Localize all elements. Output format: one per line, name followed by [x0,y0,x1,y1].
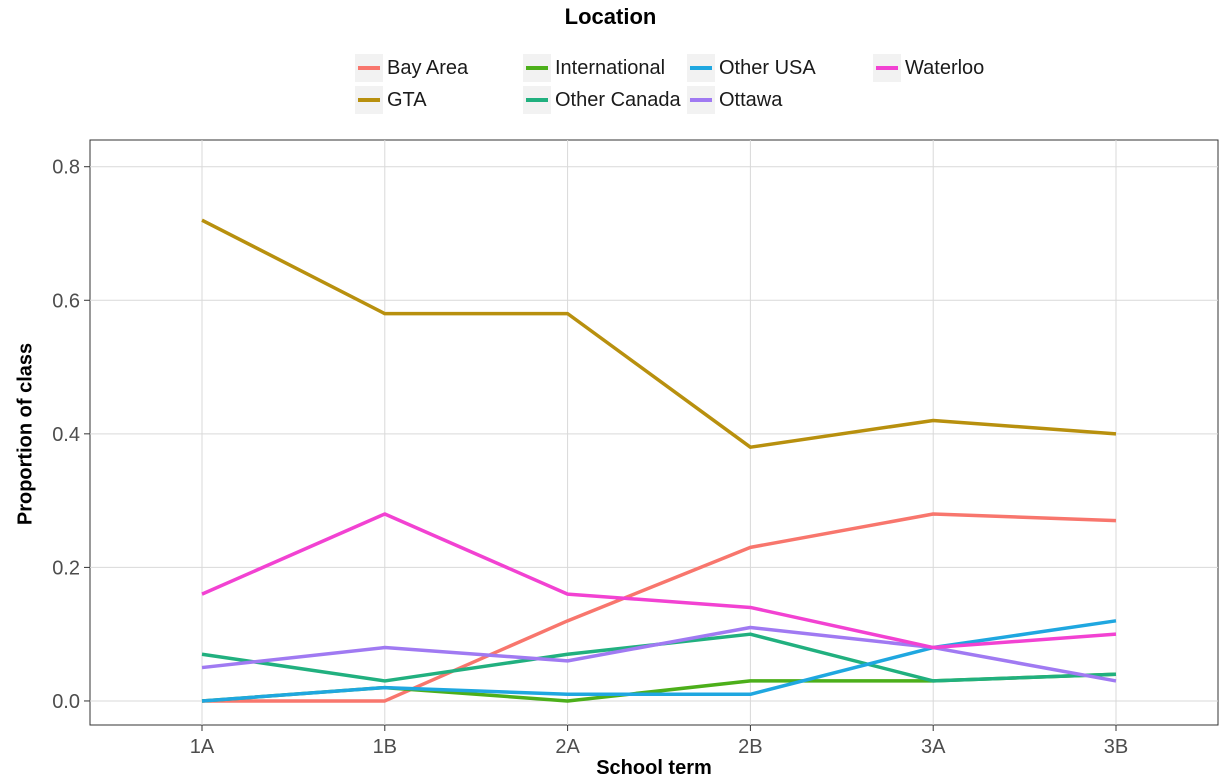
legend-item-other-usa: Other USA [687,54,873,82]
x-tick-label: 3B [1104,736,1128,758]
series-line-other-usa [201,619,1117,703]
legend-key-ottawa [687,86,715,114]
x-tick-label: 1A [190,736,215,758]
y-tick-label: 0.6 [52,290,80,312]
legend-key-other-canada [523,86,551,114]
plot-panel [89,139,1219,726]
x-tick-label: 1B [373,736,397,758]
x-axis-title: School term [596,757,712,779]
legend-item-waterloo: Waterloo [873,54,1013,82]
legend-item-international: International [523,54,687,82]
series-line-waterloo [201,512,1117,650]
legend-item-bay-area: Bay Area [355,54,523,82]
legend-key-waterloo [873,54,901,82]
legend-key-international [523,54,551,82]
x-tick-label: 2A [555,736,580,758]
y-tick-label: 0.2 [52,557,80,579]
y-tick-label: 0.0 [52,691,80,713]
legend-item-other-canada: Other Canada [523,86,687,114]
legend-item-ottawa: Ottawa [687,86,873,114]
legend-key-gta [355,86,383,114]
legend-label-gta: GTA [387,88,427,111]
legend-label-other-canada: Other Canada [555,88,681,111]
legend-label-international: International [555,56,666,79]
series-line-ottawa [201,625,1117,683]
legend-label-waterloo: Waterloo [905,56,985,79]
y-axis-title: Proportion of class [14,342,37,526]
y-tick-label: 0.8 [52,157,80,179]
legend-title: Location [564,4,657,29]
series-line-gta [201,218,1117,449]
x-tick-label: 3A [921,736,946,758]
legend-label-ottawa: Ottawa [719,88,783,111]
legend-key-other-usa [687,54,715,82]
legend-label-other-usa: Other USA [719,56,816,79]
legend-label-bay-area: Bay Area [387,56,469,79]
y-tick-label: 0.4 [52,424,80,446]
legend: Bay Area International Other USA Waterlo… [355,54,1013,114]
series-line-bay-area [202,512,1117,703]
x-tick-label: 2B [738,736,762,758]
legend-item-gta: GTA [355,86,523,114]
legend-key-bay-area [355,54,383,82]
